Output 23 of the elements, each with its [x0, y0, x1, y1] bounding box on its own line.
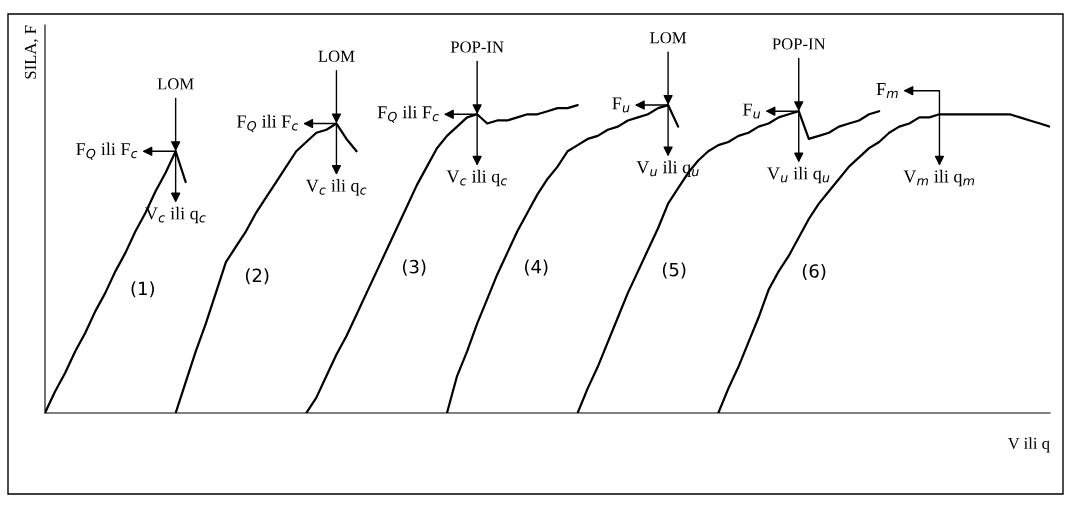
annotation: V$_{m}$ ili q$_{m}$ [903, 169, 975, 187]
series-label: (5) [662, 262, 686, 279]
series-label: (3) [402, 259, 426, 276]
series-label: (2) [245, 268, 269, 285]
text: LOM [157, 78, 194, 90]
annotation: F$_{Q}$ ili F$_{c}$ [237, 114, 299, 132]
text: POP-IN [772, 38, 826, 50]
x-axis-title: V ili q [1007, 437, 1050, 453]
annotation: F$_{Q}$ ili F$_{c}$ [377, 105, 439, 123]
annotation: V$_{c}$ ili q$_{c}$ [305, 179, 367, 196]
text: LOM [318, 50, 355, 62]
annotation: F$_{u}$ [612, 97, 630, 113]
annotation: V$_{u}$ ili q$_{u}$ [767, 166, 830, 184]
annotation: F$_{u}$ [742, 103, 761, 119]
annotation: F$_{Q}$ ili F$_{c}$ [76, 142, 138, 160]
series-label: (6) [802, 263, 826, 280]
series-label: (4) [525, 259, 548, 276]
series-label: (1) [131, 281, 155, 298]
text: LOM [650, 32, 687, 44]
annotation: V$_{c}$ ili q$_{c}$ [446, 169, 508, 187]
text: POP-IN [450, 41, 504, 53]
y-axis-title: SILA, F [24, 25, 39, 79]
text: F$_{m}$ [876, 83, 898, 98]
